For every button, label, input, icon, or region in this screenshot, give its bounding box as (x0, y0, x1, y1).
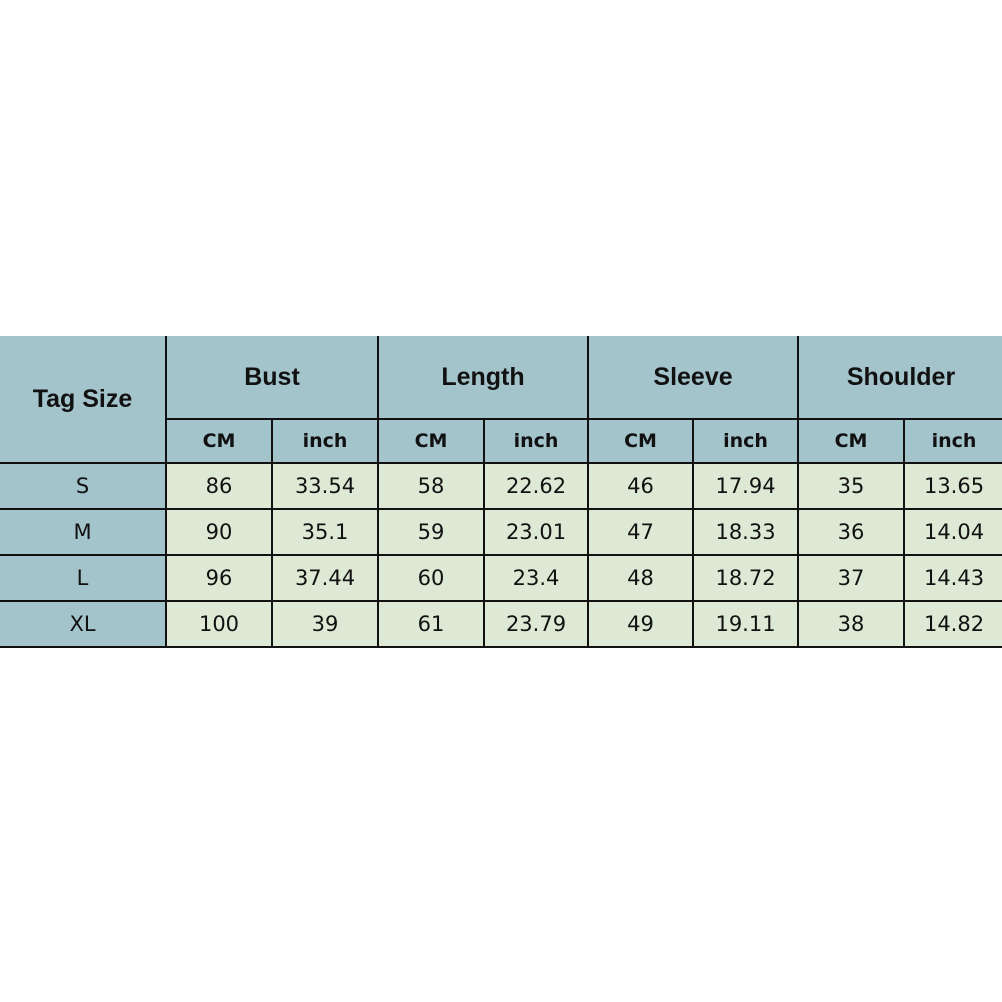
unit-inch: inch (482, 418, 590, 464)
size-cell: S (0, 462, 167, 510)
value-cell: 58 (377, 462, 485, 510)
size-cell: L (0, 554, 167, 602)
value-cell: 19.11 (692, 600, 800, 648)
value-cell: 47 (587, 508, 695, 556)
value-cell: 39 (271, 600, 379, 648)
value-cell: 48 (587, 554, 695, 602)
value-cell: 35.1 (271, 508, 379, 556)
value-cell: 22.62 (482, 462, 590, 510)
unit-inch: inch (903, 418, 1002, 464)
value-cell: 18.72 (692, 554, 800, 602)
value-cell: 49 (587, 600, 695, 648)
value-cell: 60 (377, 554, 485, 602)
value-cell: 23.01 (482, 508, 590, 556)
unit-cm: CM (587, 418, 695, 464)
value-cell: 14.04 (903, 508, 1002, 556)
value-cell: 18.33 (692, 508, 800, 556)
value-cell: 23.4 (482, 554, 590, 602)
length-header: Length (376, 336, 590, 420)
value-cell: 61 (377, 600, 485, 648)
size-cell: M (0, 508, 167, 556)
size-cell: XL (0, 600, 167, 648)
value-cell: 37.44 (271, 554, 379, 602)
unit-inch: inch (692, 418, 800, 464)
bust-header: Bust (165, 336, 379, 420)
value-cell: 14.43 (903, 554, 1002, 602)
value-cell: 13.65 (903, 462, 1002, 510)
table-row: S 86 33.54 58 22.62 46 17.94 35 13.65 (0, 462, 1002, 510)
value-cell: 23.79 (482, 600, 590, 648)
value-cell: 37 (797, 554, 906, 602)
value-cell: 17.94 (692, 462, 800, 510)
value-cell: 86 (165, 462, 273, 510)
value-cell: 46 (587, 462, 695, 510)
value-cell: 36 (797, 508, 906, 556)
value-cell: 38 (797, 600, 906, 648)
size-chart-table: Tag Size Bust Length Sleeve Shoulder CM … (0, 336, 1002, 648)
value-cell: 59 (377, 508, 485, 556)
table-row: M 90 35.1 59 23.01 47 18.33 36 14.04 (0, 508, 1002, 556)
unit-inch: inch (271, 418, 379, 464)
value-cell: 90 (165, 508, 273, 556)
value-cell: 96 (165, 554, 273, 602)
tag-size-header: Tag Size (0, 336, 167, 464)
unit-cm: CM (165, 418, 273, 464)
unit-cm: CM (377, 418, 485, 464)
sleeve-header: Sleeve (587, 336, 800, 420)
value-cell: 35 (797, 462, 906, 510)
shoulder-header: Shoulder (797, 336, 1002, 420)
value-cell: 100 (165, 600, 273, 648)
value-cell: 33.54 (271, 462, 379, 510)
table-row: XL 100 39 61 23.79 49 19.11 38 14.82 (0, 600, 1002, 648)
unit-cm: CM (797, 418, 906, 464)
value-cell: 14.82 (903, 600, 1002, 648)
table-row: L 96 37.44 60 23.4 48 18.72 37 14.43 (0, 554, 1002, 602)
